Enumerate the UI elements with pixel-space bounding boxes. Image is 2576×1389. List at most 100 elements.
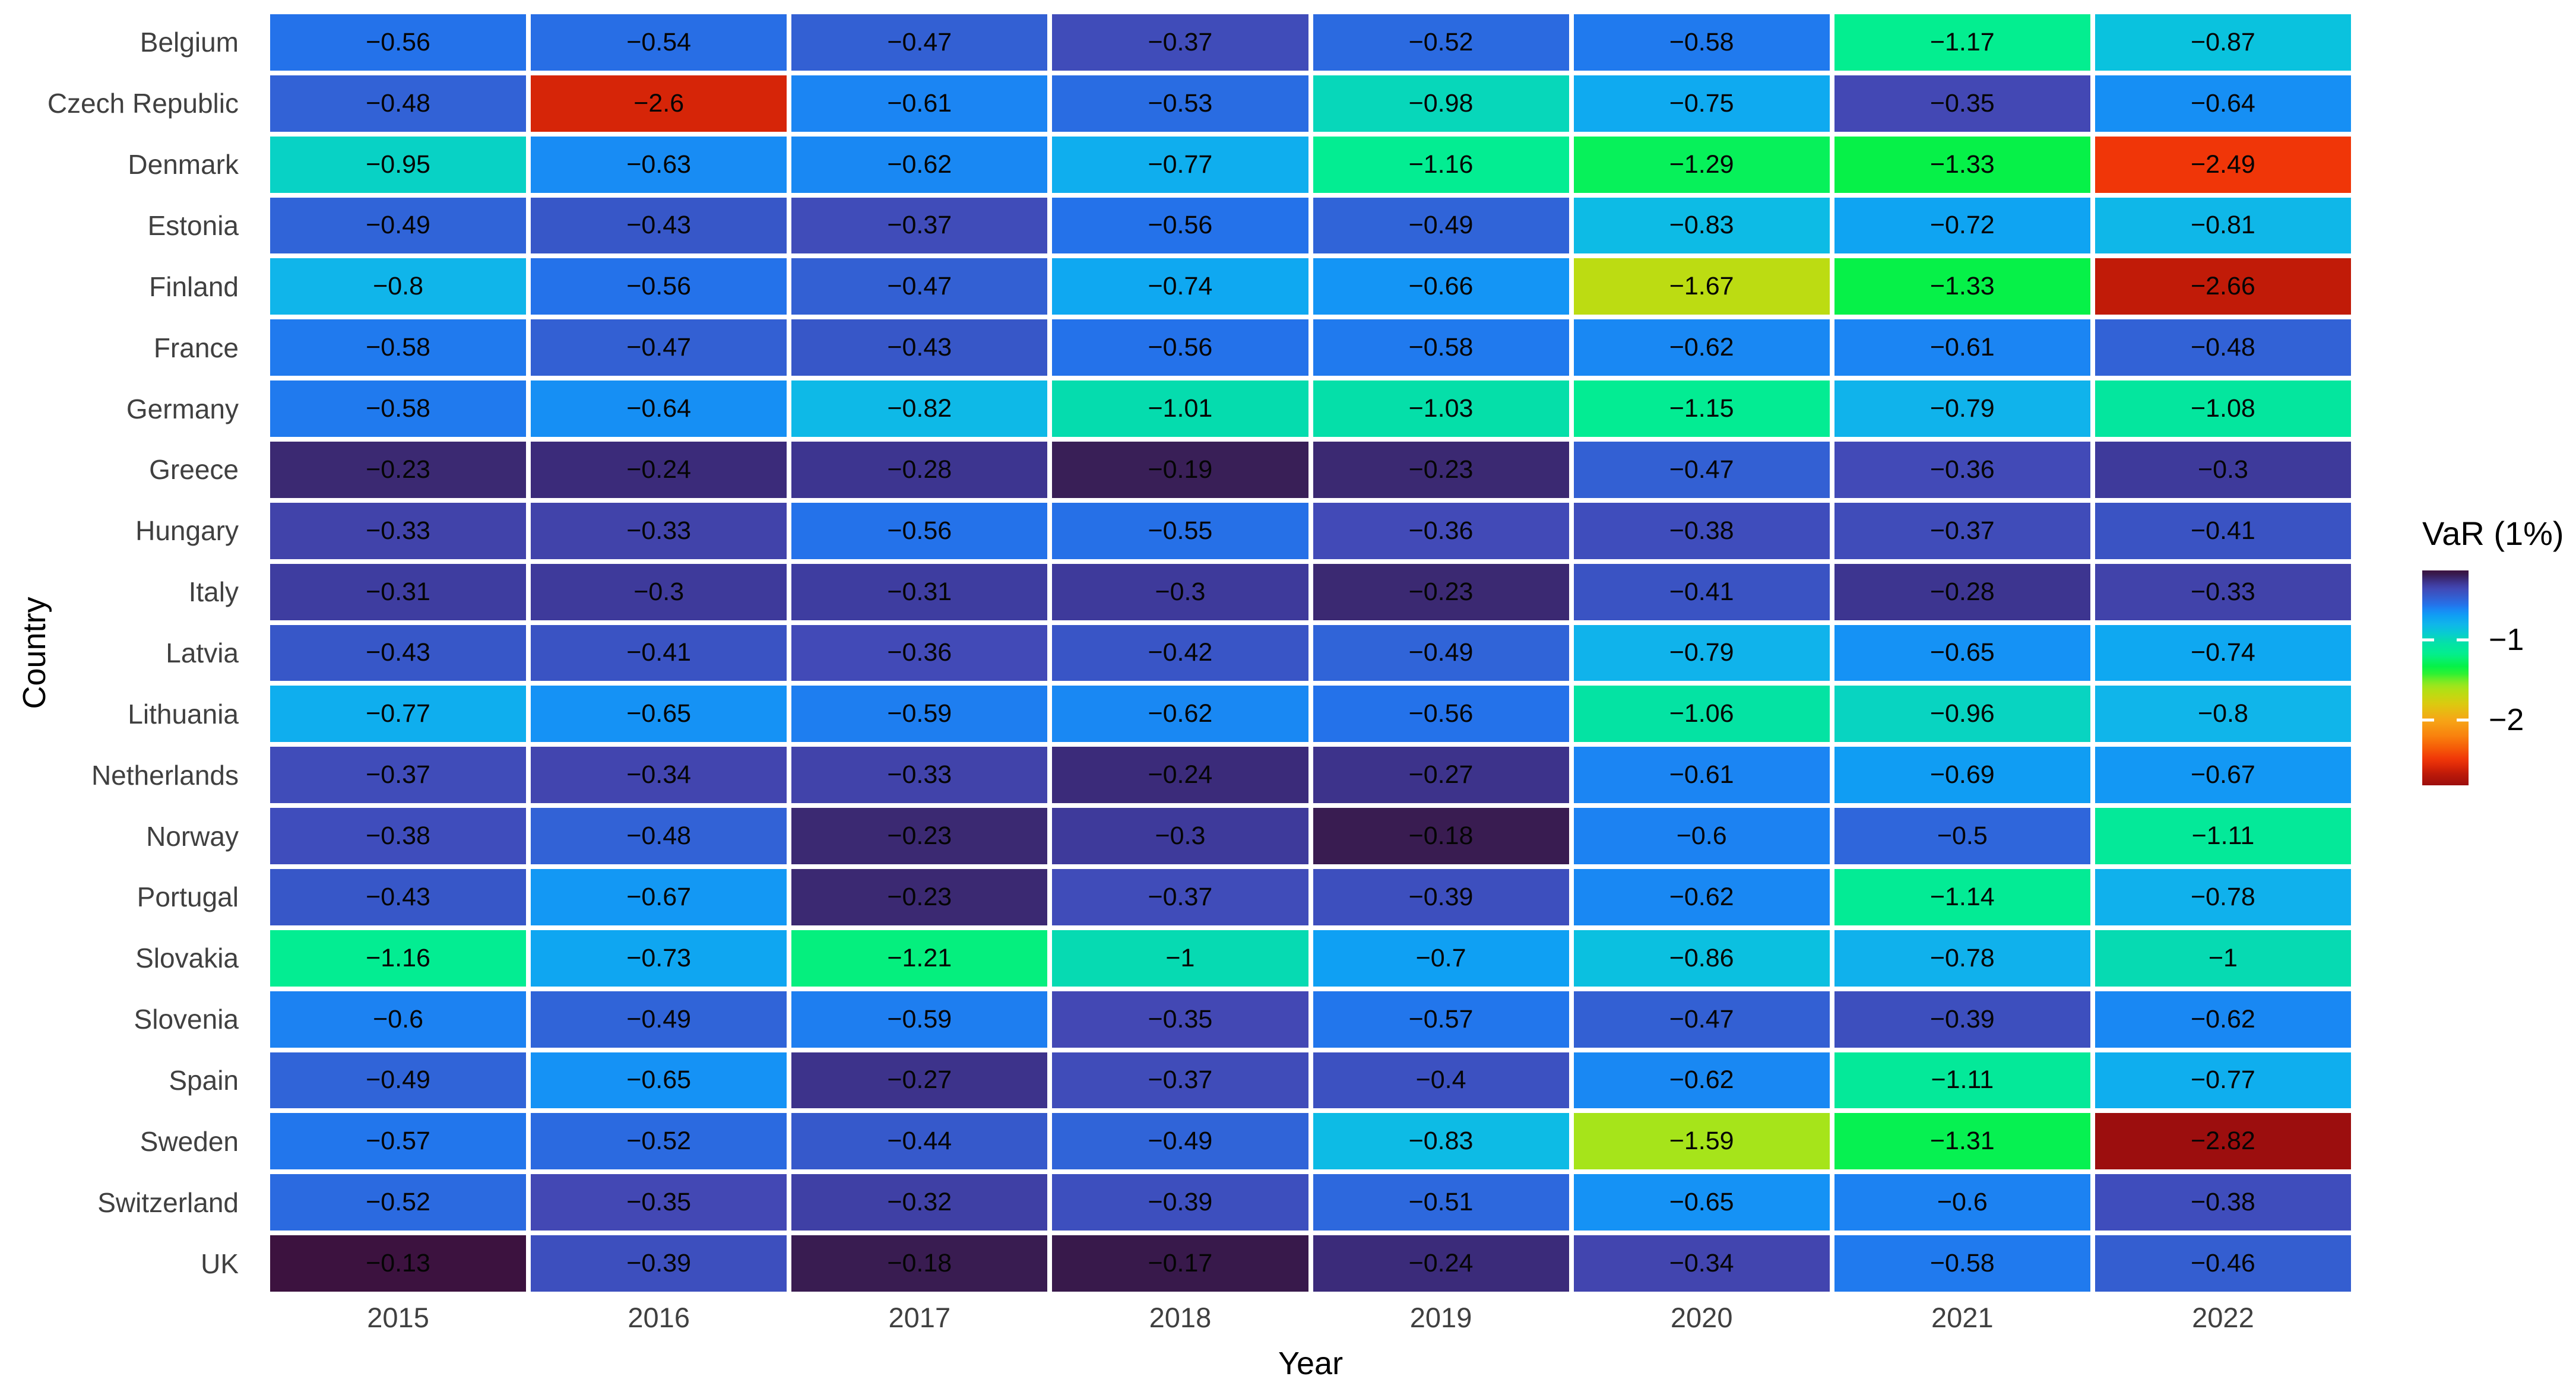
heatmap-cell: −0.62 xyxy=(1052,686,1308,743)
heatmap-cell: −0.3 xyxy=(531,563,787,620)
row-label: France xyxy=(153,332,239,363)
heatmap-cell: −0.5 xyxy=(1834,808,2090,864)
heatmap-cell: −0.56 xyxy=(270,14,527,71)
row-label: Czech Republic xyxy=(47,88,239,119)
x-tick-label: 2016 xyxy=(628,1302,690,1333)
heatmap-cell: −0.49 xyxy=(270,1052,527,1109)
heatmap-cell: −0.77 xyxy=(270,686,527,743)
row-label: Belgium xyxy=(140,27,239,58)
row-label: Switzerland xyxy=(97,1187,239,1218)
heatmap-cell: −0.23 xyxy=(791,808,1048,864)
heatmap-cell: −0.3 xyxy=(1052,808,1308,864)
legend-title: VaR (1%) xyxy=(2422,515,2564,552)
row-label: Sweden xyxy=(140,1125,239,1157)
heatmap-cell: −1.21 xyxy=(791,930,1048,987)
heatmap-cell: −0.24 xyxy=(1052,747,1308,804)
heatmap-cell: −0.39 xyxy=(1834,991,2090,1048)
heatmap-cell: −0.37 xyxy=(270,747,527,804)
heatmap-cell: −0.56 xyxy=(1313,686,1569,743)
heatmap-cell: −0.54 xyxy=(531,14,787,71)
x-tick-label: 2019 xyxy=(1409,1302,1472,1333)
heatmap-cell: −0.48 xyxy=(2095,319,2351,376)
legend-tick-mark xyxy=(2457,638,2469,642)
heatmap-cell: −0.62 xyxy=(791,136,1048,193)
heatmap-cell: −0.58 xyxy=(1313,319,1569,376)
heatmap-grid: −0.56 −0.54 −0.47 −0.37 −0.52 −0.58 −1.17 −0.87… xyxy=(270,14,2351,1292)
heatmap-cell: −0.56 xyxy=(1052,319,1308,376)
heatmap-cell: −0.47 xyxy=(1573,441,1830,498)
heatmap-cell: −1.03 xyxy=(1313,380,1569,437)
heatmap-cell: −0.49 xyxy=(1052,1113,1308,1170)
x-tick-label: 2020 xyxy=(1670,1302,1733,1333)
heatmap-cell: −1.67 xyxy=(1573,258,1830,315)
heatmap-cell: −0.73 xyxy=(531,930,787,987)
heatmap-cell: −0.56 xyxy=(531,258,787,315)
row-label: Finland xyxy=(149,271,239,302)
heatmap-cell: −0.35 xyxy=(531,1174,787,1231)
heatmap-cell: −0.74 xyxy=(1052,258,1308,315)
x-tick-label: 2022 xyxy=(2192,1302,2254,1333)
heatmap-cell: −0.38 xyxy=(1573,502,1830,559)
row-label: Slovakia xyxy=(135,943,239,974)
row-label: Spain xyxy=(169,1064,239,1096)
heatmap-cell: −0.36 xyxy=(791,624,1048,681)
row-label: Netherlands xyxy=(91,759,239,791)
row-label: Denmark xyxy=(128,149,239,180)
x-tick-label: 2021 xyxy=(1931,1302,1994,1333)
row-label: Greece xyxy=(149,454,239,486)
heatmap-cell: −0.64 xyxy=(531,380,787,437)
heatmap-cell: −1.15 xyxy=(1573,380,1830,437)
heatmap-cell: −1.06 xyxy=(1573,686,1830,743)
heatmap-cell: −0.18 xyxy=(791,1235,1048,1292)
heatmap-cell: −0.78 xyxy=(1834,930,2090,987)
heatmap-cell: −0.37 xyxy=(1834,502,2090,559)
heatmap-cell: −0.37 xyxy=(1052,868,1308,925)
heatmap-cell: −0.57 xyxy=(270,1113,527,1170)
heatmap-cell: −0.48 xyxy=(270,75,527,132)
heatmap-cell: −2.49 xyxy=(2095,136,2351,193)
heatmap-cell: −0.34 xyxy=(1573,1235,1830,1292)
heatmap-cell: −0.62 xyxy=(1573,319,1830,376)
heatmap-cell: −0.65 xyxy=(1834,624,2090,681)
heatmap-cell: −1.59 xyxy=(1573,1113,1830,1170)
heatmap-cell: −1.29 xyxy=(1573,136,1830,193)
heatmap-cell: −0.56 xyxy=(1052,197,1308,254)
heatmap-cell: −0.39 xyxy=(531,1235,787,1292)
heatmap-cell: −1 xyxy=(2095,930,2351,987)
heatmap-cell: −0.38 xyxy=(270,808,527,864)
heatmap-cell: −0.49 xyxy=(1313,197,1569,254)
heatmap-cell: −1.11 xyxy=(1834,1052,2090,1109)
heatmap-cell: −0.33 xyxy=(2095,563,2351,620)
heatmap-cell: −2.66 xyxy=(2095,258,2351,315)
heatmap-cell: −0.33 xyxy=(791,747,1048,804)
heatmap-cell: −0.34 xyxy=(531,747,787,804)
heatmap-cell: −0.33 xyxy=(531,502,787,559)
heatmap-cell: −1.33 xyxy=(1834,258,2090,315)
heatmap-cell: −0.23 xyxy=(1313,563,1569,620)
heatmap-cell: −0.67 xyxy=(2095,747,2351,804)
heatmap-cell: −0.39 xyxy=(1313,868,1569,925)
row-label: Germany xyxy=(126,393,239,424)
heatmap-cell: −0.23 xyxy=(791,868,1048,925)
heatmap-cell: −0.61 xyxy=(1573,747,1830,804)
heatmap-cell: −0.74 xyxy=(2095,624,2351,681)
heatmap-cell: −0.47 xyxy=(791,14,1048,71)
heatmap-cell: −0.77 xyxy=(1052,136,1308,193)
row-label: UK xyxy=(201,1248,239,1279)
heatmap-cell: −0.28 xyxy=(791,441,1048,498)
heatmap-cell: −0.37 xyxy=(1052,14,1308,71)
heatmap-cell: −0.13 xyxy=(270,1235,527,1292)
heatmap-cell: −0.41 xyxy=(1573,563,1830,620)
heatmap-cell: −0.28 xyxy=(1834,563,2090,620)
heatmap-cell: −0.33 xyxy=(270,502,527,559)
heatmap-cell: −1.16 xyxy=(270,930,527,987)
heatmap-cell: −0.67 xyxy=(531,868,787,925)
heatmap-cell: −0.41 xyxy=(531,624,787,681)
heatmap-cell: −0.23 xyxy=(270,441,527,498)
heatmap-cell: −0.3 xyxy=(1052,563,1308,620)
x-tick-label: 2017 xyxy=(888,1302,951,1333)
heatmap-cell: −0.37 xyxy=(1052,1052,1308,1109)
heatmap-cell: −0.62 xyxy=(1573,1052,1830,1109)
row-label: Latvia xyxy=(166,637,239,668)
